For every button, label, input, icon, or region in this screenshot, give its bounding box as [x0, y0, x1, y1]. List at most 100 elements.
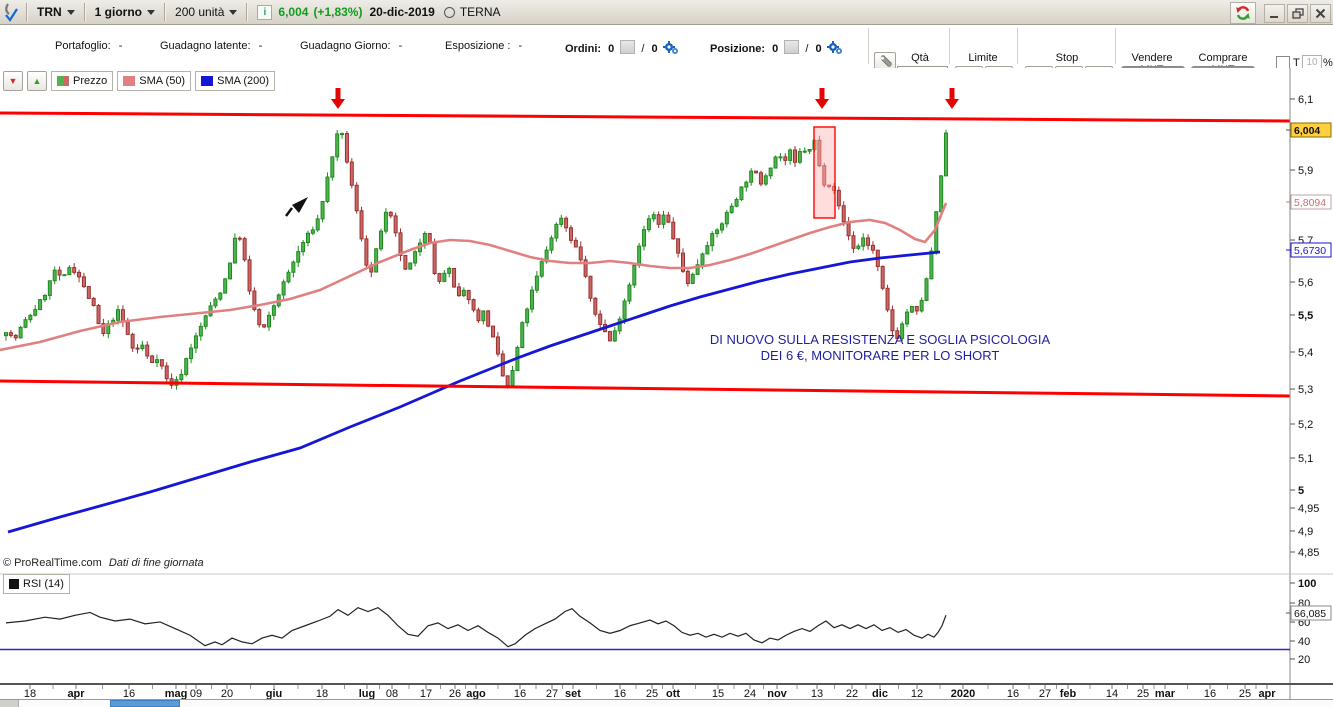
ordini-count: 0	[608, 43, 615, 55]
legend-sma50[interactable]: SMA (50)	[117, 71, 192, 91]
refresh-button[interactable]	[1230, 2, 1256, 24]
svg-text:16: 16	[514, 688, 526, 700]
close-icon	[1315, 8, 1326, 18]
legend-prezzo-label: Prezzo	[73, 75, 108, 87]
buy-order-toggle-button[interactable]: ▲	[27, 71, 47, 91]
sma200-line[interactable]	[7, 250, 941, 534]
axis-value-label-rsi: 66,085	[1286, 605, 1332, 621]
svg-text:5,9: 5,9	[1298, 165, 1313, 177]
info-icon[interactable]: i	[257, 4, 273, 20]
svg-text:25: 25	[646, 688, 658, 700]
svg-text:apr: apr	[1258, 688, 1276, 700]
resistance-line-upper[interactable]	[0, 111, 1291, 123]
svg-text:6,1: 6,1	[1298, 94, 1313, 106]
svg-text:100: 100	[1298, 578, 1316, 590]
limite-label: Limite	[968, 52, 998, 64]
svg-text:5,8094: 5,8094	[1294, 197, 1326, 209]
close-button[interactable]	[1310, 3, 1331, 23]
svg-text:20: 20	[1298, 654, 1310, 666]
svg-text:22: 22	[846, 688, 858, 700]
position-disabled-icon	[784, 40, 800, 54]
svg-text:25: 25	[1137, 688, 1149, 700]
down-arrow-icon[interactable]	[945, 88, 959, 109]
timeframe-dropdown[interactable]: 1 giorno	[90, 5, 160, 19]
svg-text:dic: dic	[872, 688, 888, 700]
data-note-text: Dati di fine giornata	[108, 557, 204, 569]
rsi-swatch-icon	[9, 579, 19, 589]
last-price: 6,004	[278, 5, 309, 19]
symbol-label: TRN	[37, 5, 62, 19]
rsi-line[interactable]	[5, 607, 947, 648]
position-gear-icon[interactable]	[826, 41, 843, 55]
svg-text:15: 15	[712, 688, 724, 700]
chart-area[interactable]: DI NUOVO SULLA RESISTENZA E SOGLIA PSICO…	[0, 68, 1333, 706]
svg-text:4,85: 4,85	[1298, 547, 1319, 559]
timeframe-label: 1 giorno	[94, 5, 143, 19]
ordini-count2: 0	[651, 43, 658, 55]
portafoglio-value: -	[118, 40, 123, 52]
down-arrow-icon[interactable]	[815, 88, 829, 109]
copyright-text: © ProRealTime.com	[3, 557, 102, 569]
sma50-swatch-icon	[123, 76, 136, 86]
wrench-icon	[880, 55, 892, 67]
sell-order-toggle-button[interactable]: ▼	[3, 71, 23, 91]
svg-text:mag: mag	[165, 688, 188, 700]
minimize-button[interactable]	[1264, 3, 1285, 23]
orders-gear-icon[interactable]	[662, 41, 679, 55]
annotation-line1[interactable]: DI NUOVO SULLA RESISTENZA E SOGLIA PSICO…	[710, 332, 1051, 347]
pin-icon[interactable]	[0, 2, 22, 22]
window-titlebar: TRN 1 giorno 200 unità i 6,004 (+1,83%) …	[0, 0, 1333, 25]
svg-text:5,6730: 5,6730	[1294, 245, 1326, 257]
ordini-label: Ordini:	[565, 43, 602, 55]
units-dropdown[interactable]: 200 unità	[170, 5, 242, 19]
svg-text:24: 24	[744, 688, 756, 700]
sma200-swatch-icon	[201, 76, 214, 86]
instrument-name: TERNA	[459, 5, 501, 19]
status-circle-icon	[443, 6, 455, 18]
svg-text:6,004: 6,004	[1294, 125, 1320, 137]
symbol-dropdown[interactable]: TRN	[32, 5, 80, 19]
restore-icon	[1291, 7, 1304, 19]
posizione-count2: 0	[815, 43, 822, 55]
cursor-arrow-annotation[interactable]	[292, 197, 308, 213]
chevron-down-icon	[147, 9, 156, 15]
annotation-line2[interactable]: DEI 6 €, MONITORARE PER LO SHORT	[761, 348, 1000, 363]
svg-text:16: 16	[614, 688, 626, 700]
legend-sma200-label: SMA (200)	[217, 75, 270, 87]
price-chart-svg[interactable]: DI NUOVO SULLA RESISTENZA E SOGLIA PSICO…	[0, 68, 1333, 706]
axis-value-label-last: 6,004	[1286, 122, 1332, 138]
prezzo-swatch-icon	[57, 76, 69, 86]
portafoglio-label: Portafoglio:	[55, 40, 111, 52]
separator	[164, 3, 167, 21]
posizione-count: 0	[772, 43, 779, 55]
cursor-arrow-tail	[285, 207, 293, 217]
svg-text:5,1: 5,1	[1298, 453, 1313, 465]
scrollbar-stub	[0, 700, 19, 707]
chart-legend: ▼ ▲ Prezzo SMA (50) SMA (200)	[3, 71, 276, 91]
svg-text:18: 18	[24, 688, 36, 700]
sma50-line[interactable]	[0, 202, 948, 352]
svg-text:4,9: 4,9	[1298, 526, 1313, 538]
price-axis-labels: 6,15,95,75,65,55,45,35,25,154,954,94,85	[1290, 94, 1319, 559]
svg-text:27: 27	[1039, 688, 1051, 700]
svg-text:2020: 2020	[951, 688, 975, 700]
svg-text:5,3: 5,3	[1298, 384, 1313, 396]
highlight-box[interactable]	[813, 126, 836, 219]
stop-label: Stop	[1055, 52, 1079, 64]
legend-sma200[interactable]: SMA (200)	[195, 71, 276, 91]
price-change: (+1,83%)	[313, 5, 363, 19]
rsi-legend[interactable]: RSI (14)	[3, 574, 70, 594]
legend-prezzo[interactable]: Prezzo	[51, 71, 114, 91]
svg-text:18: 18	[316, 688, 328, 700]
down-arrow-icon[interactable]	[331, 88, 345, 109]
svg-text:feb: feb	[1060, 688, 1077, 700]
svg-text:5,5: 5,5	[1298, 310, 1313, 322]
svg-text:5,2: 5,2	[1298, 419, 1313, 431]
resistance-line-lower[interactable]	[0, 379, 1291, 398]
axis-value-label-sma50: 5,8094	[1286, 194, 1332, 210]
t-label: T	[1293, 57, 1300, 69]
svg-text:08: 08	[386, 688, 398, 700]
units-label: 200 unità	[175, 5, 225, 19]
restore-button[interactable]	[1287, 3, 1308, 23]
svg-text:12: 12	[911, 688, 923, 700]
